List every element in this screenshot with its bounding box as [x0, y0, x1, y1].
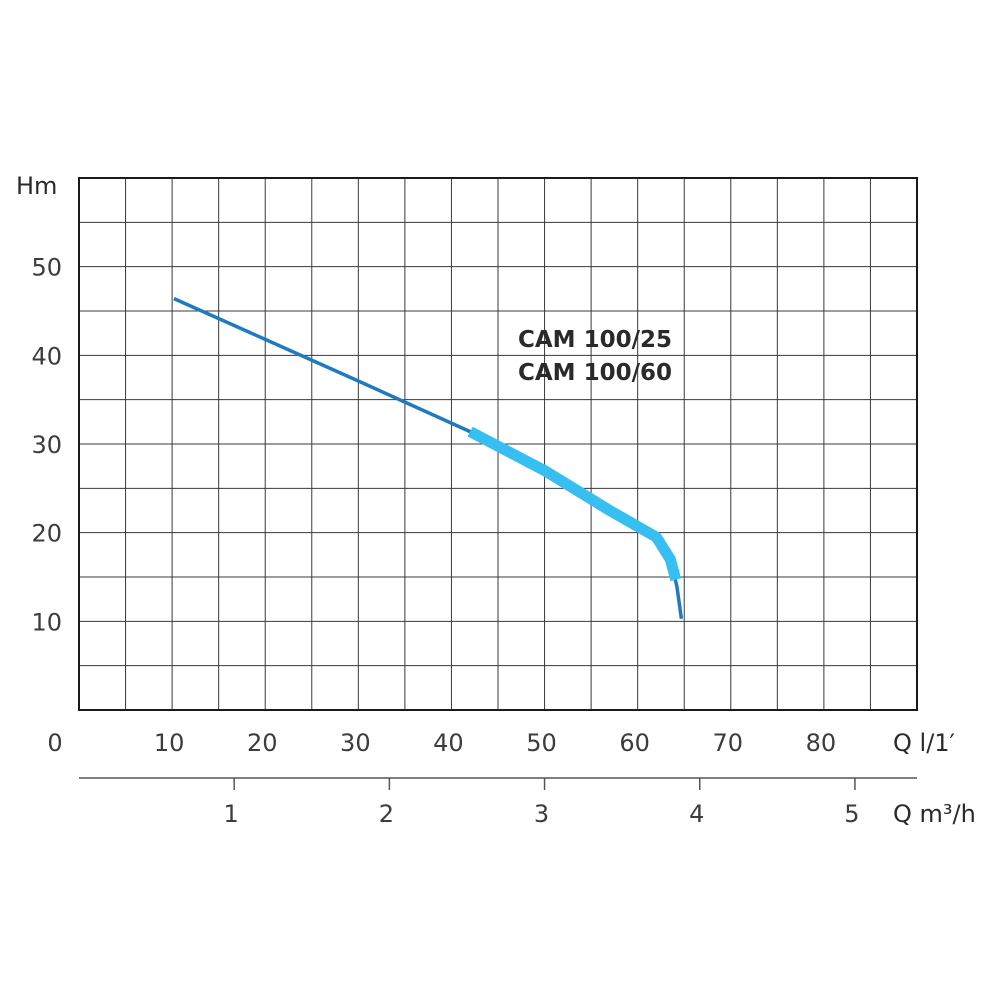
series-label-line-1: CAM 100/25 — [518, 327, 672, 353]
x2-tick-label: 2 — [379, 800, 394, 828]
y-tick-labels: 10 20 30 40 50 — [31, 254, 62, 637]
curves — [173, 297, 684, 619]
x2-tick-label: 5 — [844, 800, 859, 828]
x-tick-label: 60 — [619, 729, 650, 757]
y-tick-label: 50 — [31, 254, 62, 282]
x-tick-label: 30 — [340, 729, 371, 757]
x-tick-label: 20 — [247, 729, 278, 757]
x-tick-labels: 0 10 20 30 40 50 60 70 80 — [47, 729, 836, 757]
x2-tick-label: 3 — [534, 800, 549, 828]
x-axis-title: Q l/1′ — [893, 729, 955, 757]
y-tick-label: 30 — [31, 431, 62, 459]
series-curve-2 — [467, 426, 682, 582]
secondary-x-axis-title: Q m³/h — [893, 800, 976, 828]
x-tick-label: 50 — [526, 729, 557, 757]
y-tick-label: 10 — [31, 608, 62, 636]
x-tick-label: 70 — [713, 729, 744, 757]
plot-frame — [78, 177, 918, 711]
series-label-line-2: CAM 100/60 — [518, 360, 672, 386]
x2-tick-label: 1 — [224, 800, 239, 828]
x2-tick-label: 4 — [689, 800, 704, 828]
y-tick-label: 20 — [31, 520, 62, 548]
y-axis-title: Hm — [16, 172, 57, 200]
x-tick-label: 40 — [433, 729, 464, 757]
secondary-x-tick-labels: 1 2 3 4 5 — [224, 778, 860, 828]
x-tick-label: 10 — [154, 729, 185, 757]
x-tick-label: 80 — [806, 729, 837, 757]
y-tick-label: 40 — [31, 342, 62, 370]
x-tick-label: 0 — [47, 729, 62, 757]
grid — [79, 178, 917, 710]
